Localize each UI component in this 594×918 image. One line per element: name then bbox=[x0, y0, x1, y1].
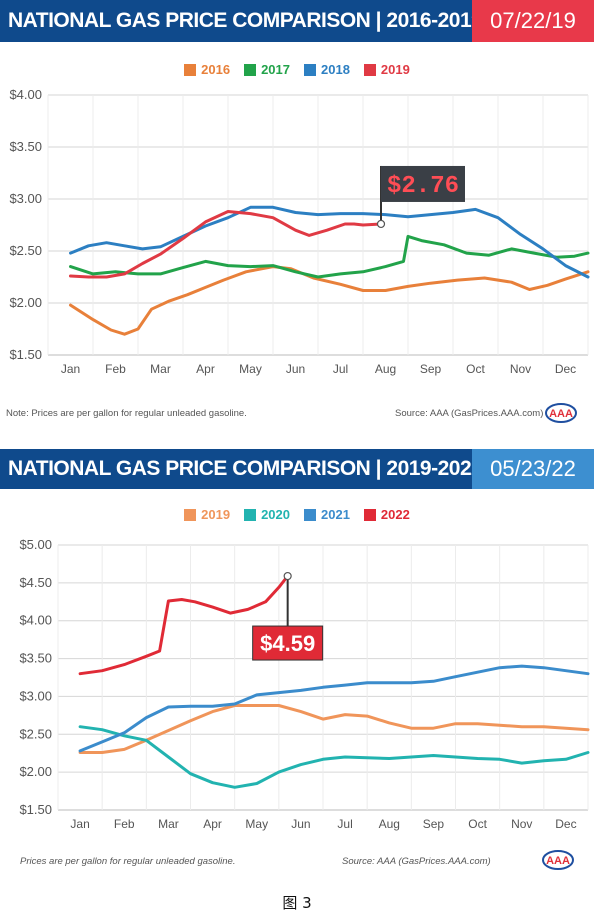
legend-item-2017: 2017 bbox=[244, 62, 290, 77]
y-tick-label: $1.50 bbox=[19, 802, 52, 817]
legend-item-2019: 2019 bbox=[363, 62, 410, 77]
x-tick-label: Mar bbox=[150, 362, 171, 376]
series-line-2019 bbox=[69, 210, 383, 279]
x-tick-label: Feb bbox=[114, 817, 135, 831]
svg-text:AAA: AAA bbox=[546, 855, 570, 867]
y-tick-label: $4.00 bbox=[19, 613, 52, 628]
panel-2016-2019: NATIONAL GAS PRICE COMPARISON | 2016-201… bbox=[0, 0, 594, 437]
line-chart-2016-2019: $4.00 $3.50 $3.00 $2.50 $2.00 $1.50 Jan Feb Mar A… bbox=[9, 87, 590, 376]
legend-swatch bbox=[244, 508, 257, 521]
x-tick-label: Apr bbox=[196, 362, 215, 376]
legend-swatch bbox=[363, 508, 376, 521]
series-line-2019 bbox=[78, 704, 590, 754]
series-line-2021 bbox=[78, 664, 590, 753]
x-tick-label: Jan bbox=[70, 817, 89, 831]
legend-label: 2021 bbox=[321, 507, 350, 522]
legend-swatch bbox=[304, 63, 316, 76]
x-tick-label: Dec bbox=[555, 817, 576, 831]
legend-item-2019: 2019 bbox=[184, 507, 230, 522]
x-tick-label: Jul bbox=[337, 817, 352, 831]
x-tick-label: May bbox=[245, 817, 268, 831]
legend-label: 2018 bbox=[321, 62, 350, 77]
series-line-2022 bbox=[78, 574, 290, 676]
panel-header: NATIONAL GAS PRICE COMPARISON | 2019-202… bbox=[0, 449, 594, 489]
x-tick-label: Jul bbox=[333, 362, 348, 376]
legend-swatch bbox=[184, 508, 197, 521]
legend-label: 2020 bbox=[261, 507, 290, 522]
x-tick-label: Feb bbox=[105, 362, 126, 376]
y-tick-label: $3.50 bbox=[19, 651, 52, 666]
legend-label: 2019 bbox=[380, 62, 410, 77]
panel-date: 07/22/19 bbox=[472, 0, 594, 42]
legend-label: 2016 bbox=[201, 62, 231, 77]
x-tick-label: Nov bbox=[510, 362, 531, 376]
chart-legend: 2019 2020 2021 2022 bbox=[0, 507, 594, 522]
x-tick-label: May bbox=[239, 362, 262, 376]
line-chart-2019-2022: $5.00 $4.50 $4.00 $3.50 $3.00 $2.50 $2.00 $1.50… bbox=[19, 537, 590, 831]
callout-value: $2.76 bbox=[387, 173, 459, 200]
x-tick-label: Jan bbox=[61, 362, 80, 376]
x-tick-label: Nov bbox=[511, 817, 532, 831]
panel-title: NATIONAL GAS PRICE COMPARISON | 2019-202… bbox=[0, 449, 472, 489]
panel-title: NATIONAL GAS PRICE COMPARISON | 2016-201… bbox=[0, 0, 472, 42]
chart-note: Note: Prices are per gallon for regular … bbox=[6, 408, 247, 419]
x-tick-label: Mar bbox=[158, 817, 179, 831]
callout-marker bbox=[283, 571, 292, 581]
legend-swatch bbox=[244, 63, 257, 76]
series-line-2020 bbox=[78, 725, 590, 789]
callout-value: $4.59 bbox=[260, 631, 315, 656]
y-tick-label: $3.50 bbox=[9, 139, 42, 154]
chart-source: Source: AAA (GasPrices.AAA.com) bbox=[395, 408, 544, 419]
y-tick-label: $2.50 bbox=[9, 243, 42, 258]
y-tick-label: $3.00 bbox=[9, 191, 42, 206]
y-tick-label: $2.00 bbox=[19, 764, 52, 779]
figure-caption: 图 3 bbox=[282, 894, 312, 912]
chart-legend: 2016 2017 2018 2019 bbox=[0, 62, 594, 77]
x-tick-label: Sep bbox=[420, 362, 442, 376]
x-tick-label: Oct bbox=[468, 817, 487, 831]
x-tick-label: Aug bbox=[379, 817, 400, 831]
y-tick-label: $2.50 bbox=[19, 726, 52, 741]
legend-item-2022: 2022 bbox=[363, 507, 410, 522]
y-tick-label: $1.50 bbox=[9, 347, 42, 362]
panel-date: 05/23/22 bbox=[472, 449, 594, 489]
x-tick-label: Oct bbox=[466, 362, 485, 376]
callout-marker bbox=[376, 219, 386, 229]
legend-item-2016: 2016 bbox=[184, 62, 230, 77]
legend-swatch bbox=[184, 63, 197, 76]
x-tick-label: Dec bbox=[555, 362, 576, 376]
panel-header: NATIONAL GAS PRICE COMPARISON | 2016-201… bbox=[0, 0, 594, 42]
legend-label: 2017 bbox=[261, 62, 290, 77]
y-tick-label: $5.00 bbox=[19, 537, 52, 552]
chart-note: Prices are per gallon for regular unlead… bbox=[20, 856, 236, 867]
y-tick-label: $4.00 bbox=[9, 87, 42, 102]
x-tick-label: Sep bbox=[423, 817, 445, 831]
legend-label: 2022 bbox=[380, 507, 410, 522]
legend-item-2021: 2021 bbox=[304, 507, 350, 522]
x-tick-label: Jun bbox=[291, 817, 310, 831]
legend-swatch bbox=[304, 508, 316, 521]
callout-box bbox=[252, 625, 324, 661]
x-tick-label: Apr bbox=[203, 817, 222, 831]
aaa-logo-icon: AAA bbox=[542, 850, 574, 870]
svg-text:AAA: AAA bbox=[549, 408, 573, 420]
series-line-2017 bbox=[69, 234, 590, 279]
aaa-logo-icon: AAA bbox=[545, 403, 577, 423]
y-tick-label: $4.50 bbox=[19, 575, 52, 590]
legend-item-2018: 2018 bbox=[304, 62, 350, 77]
series-line-2018 bbox=[69, 205, 590, 279]
chart-source: Source: AAA (GasPrices.AAA.com) bbox=[342, 856, 491, 867]
panel-2019-2022: NATIONAL GAS PRICE COMPARISON | 2019-202… bbox=[0, 449, 594, 889]
legend-item-2020: 2020 bbox=[244, 507, 290, 522]
legend-label: 2019 bbox=[201, 507, 231, 522]
x-tick-label: Jun bbox=[286, 362, 305, 376]
callout-box bbox=[381, 165, 465, 202]
y-tick-label: $2.00 bbox=[9, 295, 42, 310]
x-tick-label: Aug bbox=[375, 362, 396, 376]
legend-swatch bbox=[363, 63, 376, 76]
y-tick-label: $3.00 bbox=[19, 688, 52, 703]
